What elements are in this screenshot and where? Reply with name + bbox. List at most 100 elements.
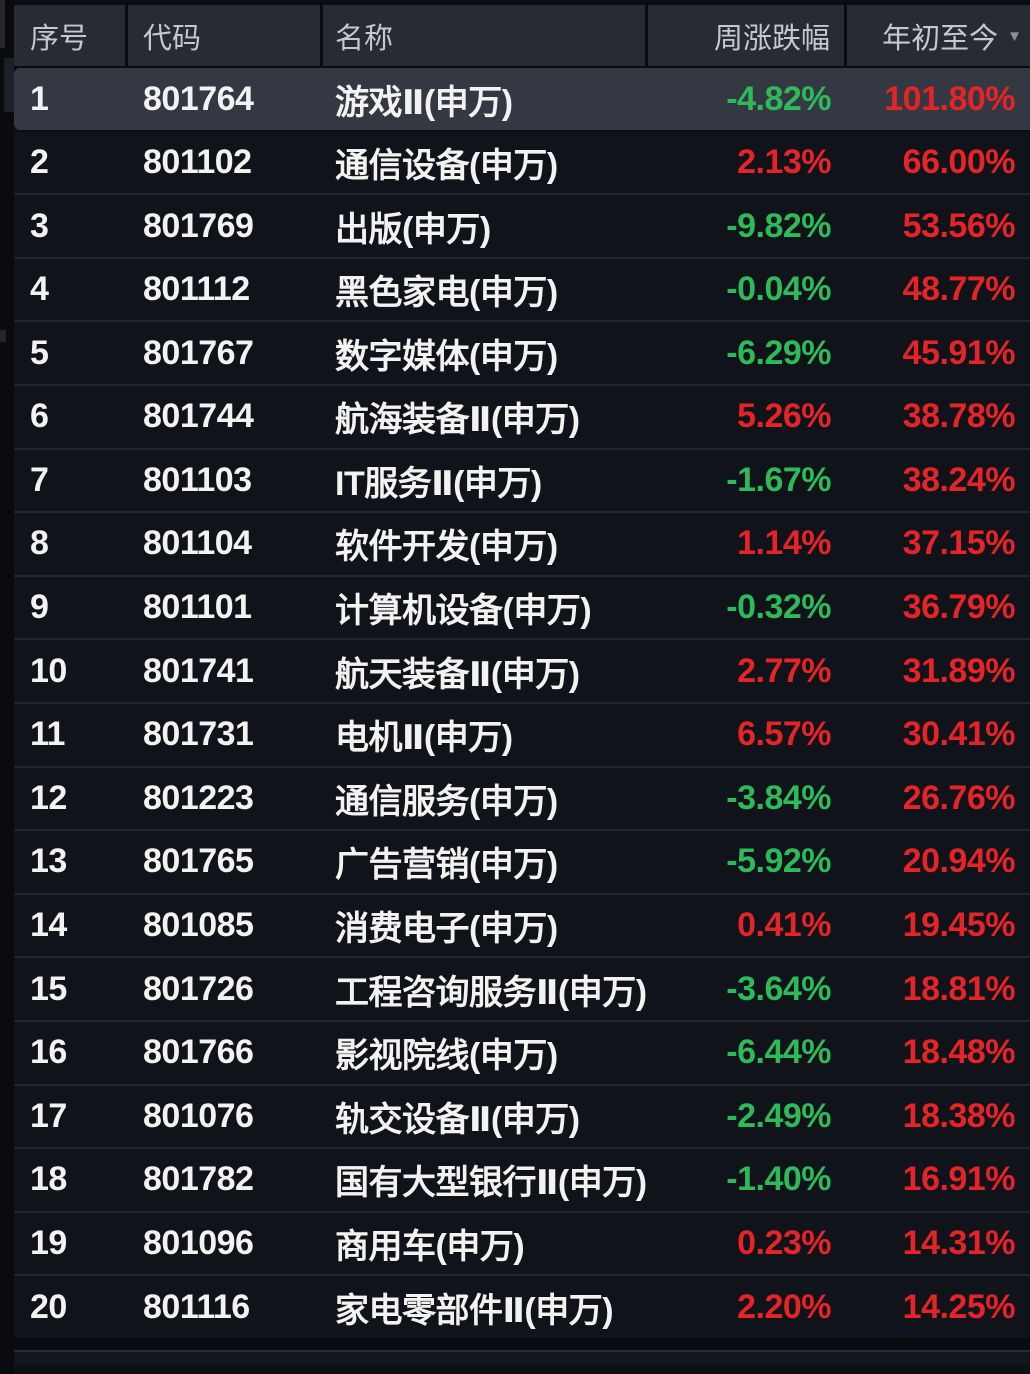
row-week-change: -9.82% <box>726 206 831 245</box>
row-name: 航海装备Ⅱ(申万) <box>335 401 580 440</box>
row-name: 航天装备Ⅱ(申万) <box>335 655 580 694</box>
row-name: 游戏Ⅱ(申万) <box>335 83 513 122</box>
row-code: 801223 <box>143 778 254 817</box>
header-code-label: 代码 <box>143 22 202 55</box>
header-week-change[interactable]: 周涨跌幅 <box>648 5 847 66</box>
header-name-label: 名称 <box>335 22 394 55</box>
row-ytd-change: 14.25% <box>902 1287 1016 1326</box>
row-ytd-change: 20.94% <box>902 842 1016 881</box>
row-index: 7 <box>30 460 49 499</box>
row-code: 801102 <box>143 142 252 181</box>
row-index: 2 <box>30 142 49 181</box>
row-index: 19 <box>30 1224 67 1262</box>
row-code: 801076 <box>143 1096 254 1135</box>
row-ytd-change: 36.79% <box>902 588 1016 627</box>
row-name: 通信服务(申万) <box>335 782 558 821</box>
header-code[interactable]: 代码 <box>128 5 323 66</box>
row-index: 3 <box>30 206 49 245</box>
background-panel-fragment <box>4 58 14 114</box>
row-code: 801782 <box>143 1160 254 1199</box>
table-row[interactable]: 14 801085 消费电子(申万) 0.41% 19.45% <box>14 892 1030 957</box>
row-index: 17 <box>30 1096 67 1135</box>
row-code: 801766 <box>143 1033 254 1072</box>
row-name: 电机Ⅱ(申万) <box>335 719 513 758</box>
row-ytd-change: 101.80% <box>884 79 1015 118</box>
row-code: 801096 <box>143 1224 254 1262</box>
table-row[interactable]: 15 801726 工程咨询服务Ⅱ(申万) -3.64% 18.81% <box>14 956 1030 1020</box>
table-row[interactable]: 17 801076 轨交设备Ⅱ(申万) -2.49% 18.38% <box>14 1083 1030 1148</box>
table-row[interactable]: 1 801764 游戏Ⅱ(申万) -4.82% 101.80% <box>14 68 1030 130</box>
table-row[interactable]: 20 801116 家电零部件Ⅱ(申万) 2.20% 14.25% <box>14 1274 1030 1338</box>
row-ytd-change: 30.41% <box>902 715 1016 754</box>
row-ytd-change: 19.45% <box>902 906 1016 945</box>
table-row[interactable]: 12 801223 通信服务(申万) -3.84% 26.76% <box>14 765 1030 830</box>
row-week-change: 5.26% <box>737 397 831 436</box>
row-index: 4 <box>30 270 49 309</box>
row-index: 10 <box>30 651 67 690</box>
row-index: 11 <box>30 715 65 754</box>
row-index: 13 <box>30 842 67 881</box>
row-name: 工程咨询服务Ⅱ(申万) <box>335 973 647 1012</box>
row-week-change: 2.20% <box>737 1287 831 1326</box>
table-row[interactable]: 8 801104 软件开发(申万) 1.14% 37.15% <box>14 511 1030 575</box>
row-index: 12 <box>30 778 67 817</box>
table-row[interactable]: 10 801741 航天装备Ⅱ(申万) 2.77% 31.89% <box>14 638 1030 702</box>
row-code: 801726 <box>143 969 254 1008</box>
row-code: 801101 <box>143 588 252 627</box>
row-week-change: -2.49% <box>726 1096 831 1135</box>
table-row[interactable]: 13 801765 广告营销(申万) -5.92% 20.94% <box>14 829 1030 893</box>
table-row[interactable]: 11 801731 电机Ⅱ(申万) 6.57% 30.41% <box>14 701 1030 766</box>
header-index[interactable]: 序号 <box>14 5 128 66</box>
row-code: 801112 <box>143 270 250 309</box>
table-row[interactable]: 4 801112 黑色家电(申万) -0.04% 48.77% <box>14 256 1030 321</box>
row-week-change: 0.41% <box>737 906 831 945</box>
row-ytd-change: 37.15% <box>902 524 1016 563</box>
row-name: 数字媒体(申万) <box>335 337 558 376</box>
row-index: 15 <box>30 969 67 1008</box>
table-row[interactable]: 5 801767 数字媒体(申万) -6.29% 45.91% <box>14 320 1030 384</box>
row-week-change: 1.14% <box>737 524 831 563</box>
row-index: 18 <box>30 1160 67 1199</box>
header-index-label: 序号 <box>30 22 89 55</box>
table-row[interactable]: 9 801101 计算机设备(申万) -0.32% 36.79% <box>14 574 1030 639</box>
table-row[interactable]: 16 801766 影视院线(申万) -6.44% 18.48% <box>14 1019 1030 1084</box>
table-row[interactable]: 6 801744 航海装备Ⅱ(申万) 5.26% 38.78% <box>14 383 1030 448</box>
row-ytd-change: 26.76% <box>902 778 1016 817</box>
row-index: 9 <box>30 588 49 627</box>
row-week-change: 2.13% <box>737 142 831 181</box>
sector-ranking-table: 序号 代码 名称 周涨跌幅 年初至今 ▼ 1 801764 游戏Ⅱ(申万) -4… <box>14 0 1030 1374</box>
row-name: 消费电子(申万) <box>335 910 558 949</box>
row-ytd-change: 16.91% <box>902 1160 1016 1199</box>
sort-desc-icon: ▼ <box>1007 28 1022 45</box>
row-ytd-change: 53.56% <box>902 206 1016 245</box>
row-code: 801765 <box>143 842 254 881</box>
table-row[interactable]: 3 801769 出版(申万) -9.82% 53.56% <box>14 193 1030 257</box>
table-row[interactable]: 18 801782 国有大型银行Ⅱ(申万) -1.40% 16.91% <box>14 1147 1030 1211</box>
row-week-change: -3.84% <box>726 778 831 817</box>
table-row[interactable]: 19 801096 商用车(申万) 0.23% 14.31% <box>14 1210 1030 1275</box>
row-week-change: 2.77% <box>737 651 831 690</box>
table-row[interactable]: 2 801102 通信设备(申万) 2.13% 66.00% <box>14 129 1030 194</box>
row-name: 黑色家电(申万) <box>335 274 558 313</box>
row-code: 801744 <box>143 397 254 436</box>
row-week-change: -5.92% <box>726 842 831 881</box>
row-name: 广告营销(申万) <box>335 846 558 885</box>
row-name: 软件开发(申万) <box>335 528 558 567</box>
header-ytd[interactable]: 年初至今 ▼ <box>847 5 1030 66</box>
row-week-change: -3.64% <box>726 969 831 1008</box>
row-name: 通信设备(申万) <box>335 146 558 185</box>
next-row-edge <box>14 1349 1030 1364</box>
background-panel-fragment <box>0 0 5 48</box>
row-code: 801103 <box>143 460 252 499</box>
header-name[interactable]: 名称 <box>323 5 648 66</box>
row-ytd-change: 18.81% <box>902 969 1016 1008</box>
row-code: 801731 <box>143 715 254 754</box>
row-ytd-change: 18.48% <box>902 1033 1016 1072</box>
row-code: 801104 <box>143 524 252 563</box>
row-index: 6 <box>30 397 49 436</box>
table-row[interactable]: 7 801103 IT服务Ⅱ(申万) -1.67% 38.24% <box>14 447 1030 512</box>
row-week-change: -4.82% <box>726 79 831 118</box>
row-index: 8 <box>30 524 49 563</box>
row-week-change: -1.40% <box>726 1160 831 1199</box>
